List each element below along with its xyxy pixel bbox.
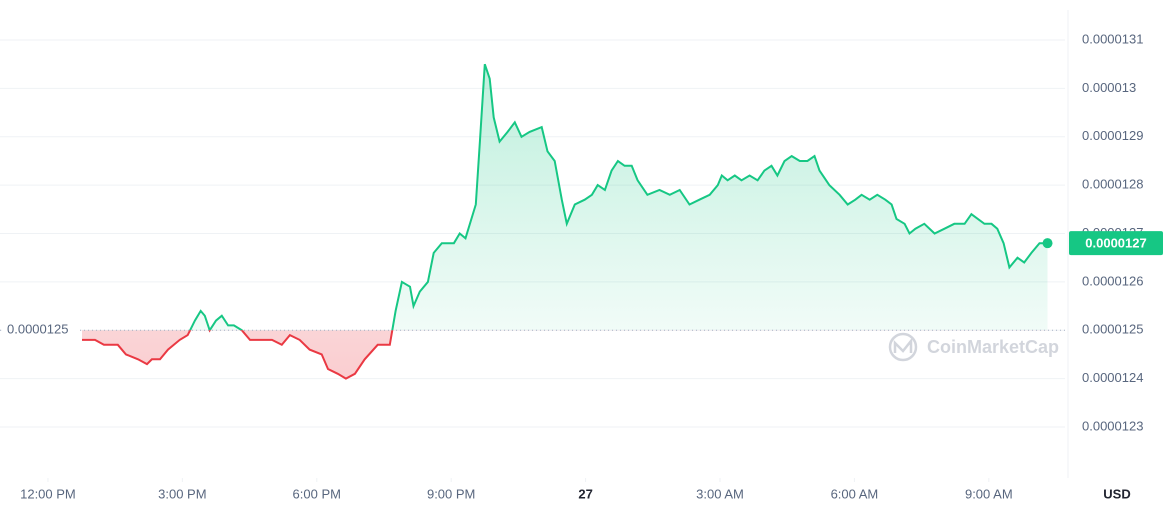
price-badge-text: 0.0000127 <box>1085 236 1146 251</box>
y-tick-label: 0.0000128 <box>1082 177 1143 192</box>
x-tick-label: 9:00 AM <box>965 486 1013 501</box>
y-tick-label: 0.0000124 <box>1082 370 1143 385</box>
x-tick-label: 9:00 PM <box>427 486 475 501</box>
y-tick-label: 0.0000125 <box>1082 322 1143 337</box>
y-tick-label: 0.0000129 <box>1082 128 1143 143</box>
x-tick-label: 6:00 PM <box>293 486 341 501</box>
y-tick-label: 0.000013 <box>1082 80 1136 95</box>
x-tick-label: 3:00 AM <box>696 486 744 501</box>
plot: 0.0000125 <box>0 63 1065 380</box>
x-tick-label: 12:00 PM <box>20 486 76 501</box>
last-point <box>1042 238 1053 249</box>
watermark-text: CoinMarketCap <box>927 337 1059 357</box>
reference-label-bg <box>2 320 80 341</box>
x-tick-label: 3:00 PM <box>158 486 206 501</box>
price-badge <box>1069 231 1163 256</box>
reference-label: 0.0000125 <box>7 322 68 337</box>
y-tick-label: 0.0000131 <box>1082 31 1143 46</box>
watermark: CoinMarketCap <box>888 332 1059 362</box>
area-down <box>82 330 393 379</box>
x-tick-label: 27 <box>578 486 592 501</box>
y-tick-label: 0.0000123 <box>1082 418 1143 433</box>
currency-label: USD <box>1103 486 1130 501</box>
y-tick-label: 0.0000126 <box>1082 273 1143 288</box>
x-tick-label: 6:00 AM <box>831 486 879 501</box>
area-up <box>82 64 1048 331</box>
price-line-up <box>188 63 1048 331</box>
